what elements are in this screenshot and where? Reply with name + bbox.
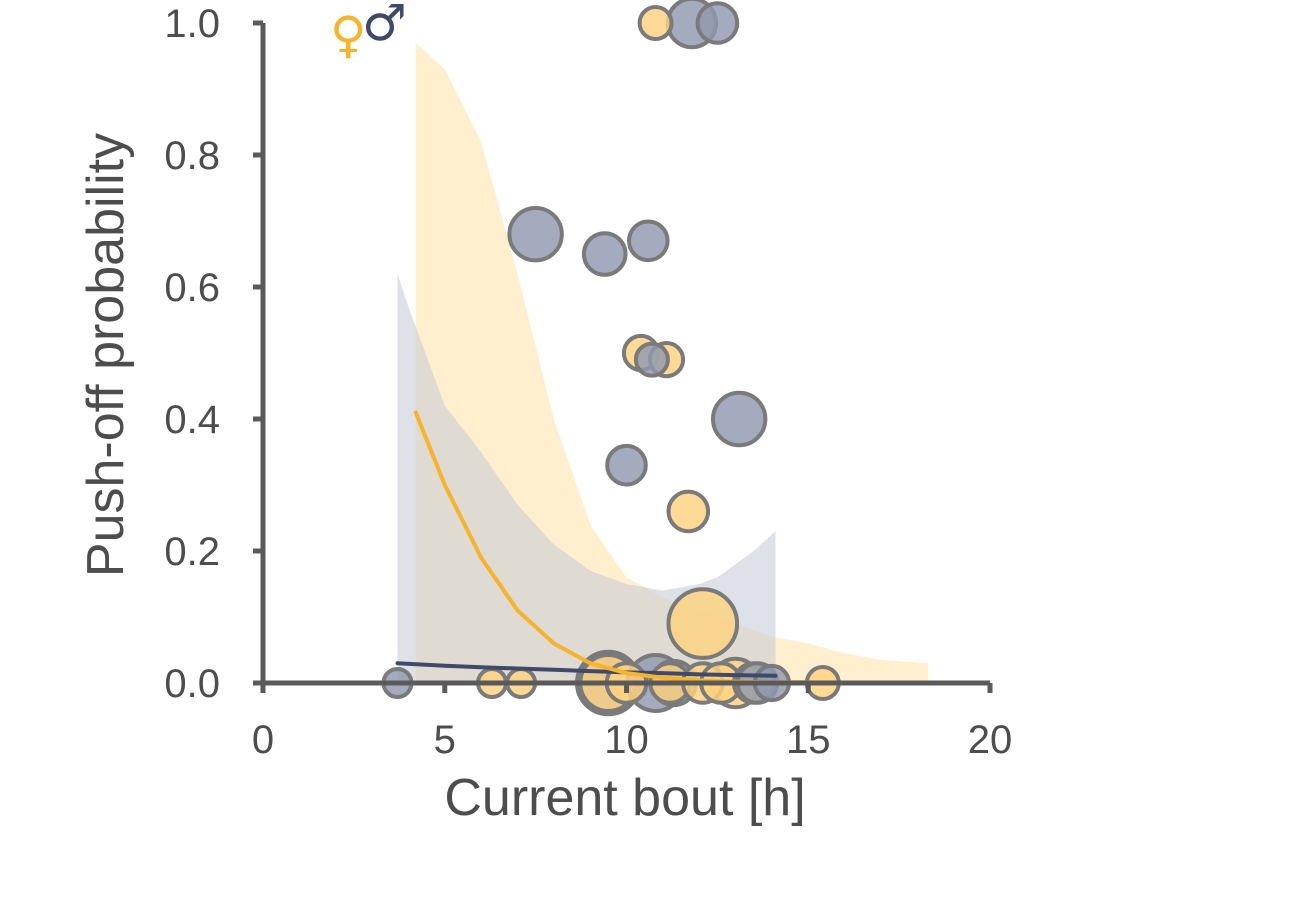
male-point-19: [627, 219, 670, 263]
y-tick-label-5: 1.0: [164, 2, 220, 46]
axes: [253, 20, 993, 693]
y-tick-label-4: 0.8: [164, 134, 220, 178]
y-tick-label-2: 0.4: [164, 398, 220, 442]
y-tick-label-3: 0.6: [164, 266, 220, 310]
x-tick-label-1: 5: [434, 718, 456, 762]
male-point-25: [633, 341, 670, 378]
legend-female-symbol: ♀: [330, 6, 367, 64]
x-axis-title: Current bout [h]: [444, 769, 805, 827]
ci-bands: [397, 42, 929, 684]
legend: ♀♂: [330, 0, 407, 64]
x-tick-label-3: 15: [786, 718, 831, 762]
x-tick-label-4: 20: [968, 718, 1013, 762]
female-ci-band: [415, 42, 929, 684]
female-point-0: [666, 587, 740, 660]
male-point-9: [581, 231, 628, 277]
legend-male-symbol: ♂: [362, 0, 407, 52]
tick-labels: 0 5 10 15 20 0.0 0.2 0.4 0.6 0.8 1.0: [164, 2, 1012, 762]
x-tick-label-2: 10: [604, 718, 649, 762]
male-point-16: [695, 1, 740, 45]
x-tick-label-0: 0: [252, 718, 274, 762]
y-tick-label-1: 0.2: [164, 530, 220, 574]
male-point-4: [507, 206, 564, 263]
y-axis-title: Push-off probability: [77, 133, 135, 577]
y-tick-label-0: 0.0: [164, 662, 220, 706]
male-point-18: [605, 443, 648, 487]
female-point-12: [666, 489, 711, 534]
female-point-23: [637, 5, 674, 41]
male-ci-band: [397, 273, 776, 683]
male-fit-line: [395, 661, 778, 678]
male-point-5: [711, 390, 768, 448]
